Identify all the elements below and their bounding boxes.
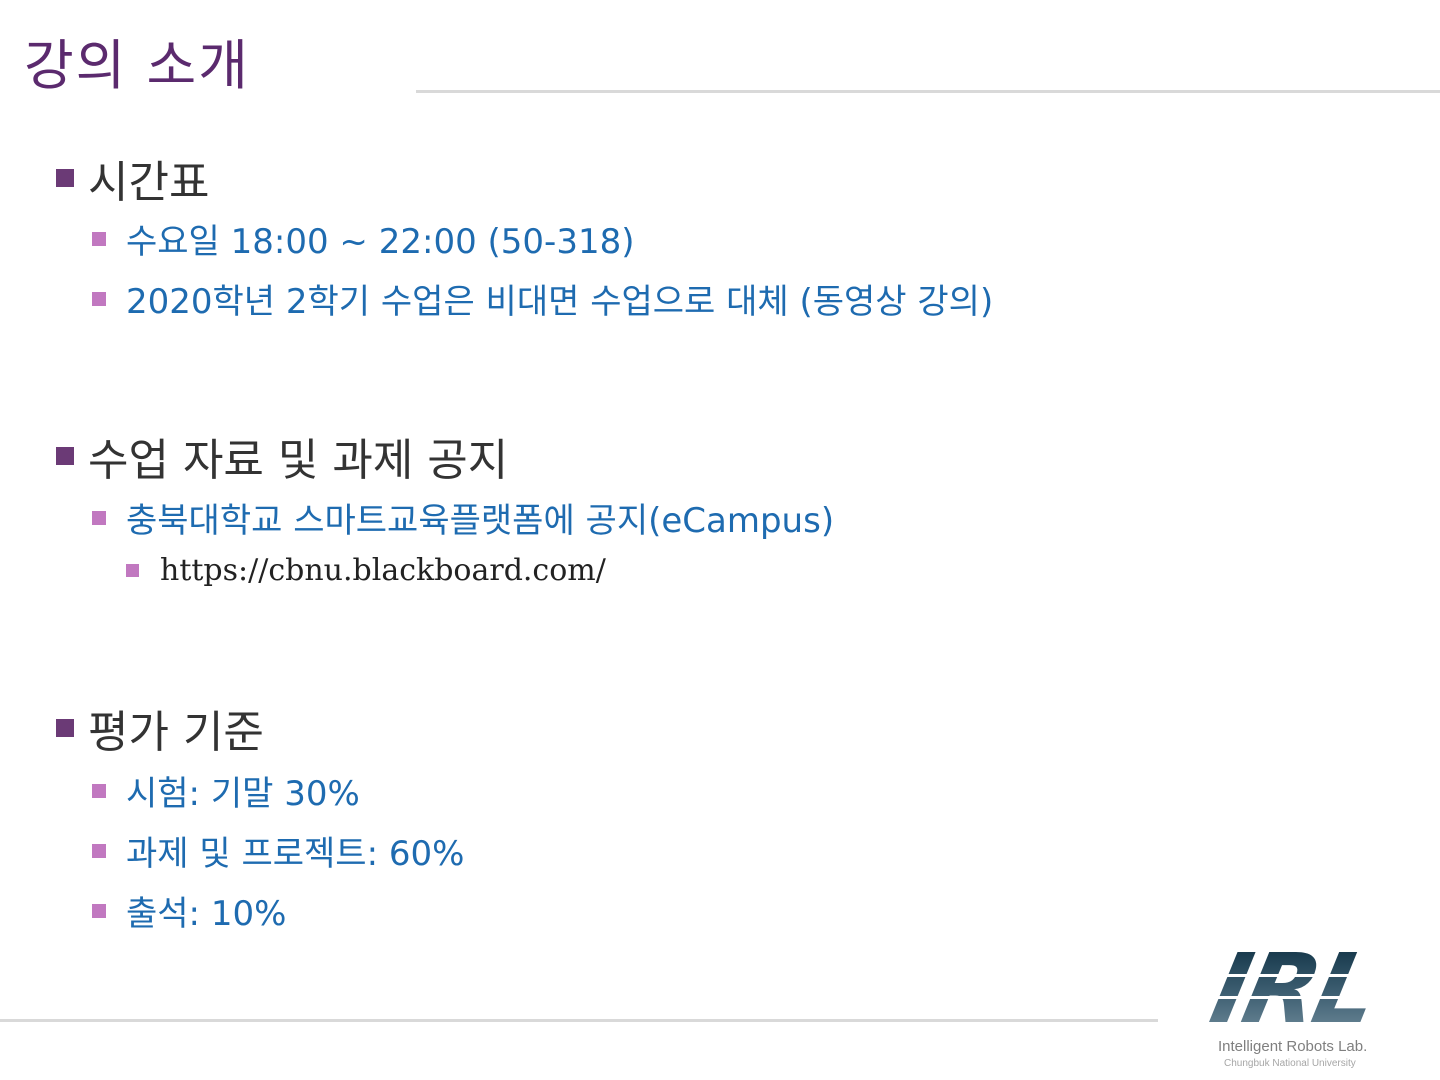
section-heading: 수업 자료 및 과제 공지	[56, 424, 508, 488]
square-bullet-icon	[92, 231, 106, 246]
square-bullet-icon	[92, 783, 106, 798]
list-item-text: 2020학년 2학기 수업은 비대면 수업으로 대체 (동영상 강의)	[126, 282, 994, 322]
list-item: https://cbnu.blackboard.com/	[126, 553, 606, 588]
title-divider	[416, 90, 1440, 93]
list-item: 출석: 10%	[92, 886, 286, 935]
list-item-text: 과제 및 프로젝트: 60%	[126, 834, 465, 874]
link-text[interactable]: https://cbnu.blackboard.com/	[160, 553, 606, 588]
list-item-text: 출석: 10%	[126, 894, 287, 934]
logo-stripe	[1208, 996, 1408, 999]
logo-stripe	[1208, 974, 1408, 977]
logo-university: Chungbuk National University	[1224, 1058, 1356, 1069]
list-item-text: 시험: 기말 30%	[126, 774, 360, 814]
section-heading: 평가 기준	[56, 696, 264, 760]
section-heading-text: 평가 기준	[88, 707, 264, 758]
section-heading-text: 시간표	[88, 157, 210, 208]
section-heading: 시간표	[56, 146, 209, 210]
lab-logo: IRL Intelligent Robots Lab. Chungbuk Nat…	[1202, 933, 1408, 1074]
square-bullet-icon	[56, 719, 74, 737]
list-item: 충북대학교 스마트교육플랫폼에 공지(eCampus)	[92, 493, 834, 542]
footer-divider	[0, 1019, 1158, 1022]
square-bullet-icon	[92, 510, 106, 525]
square-bullet-icon	[56, 447, 74, 465]
square-bullet-icon	[92, 291, 106, 306]
logo-lab-name: Intelligent Robots Lab.	[1218, 1038, 1368, 1055]
list-item: 2020학년 2학기 수업은 비대면 수업으로 대체 (동영상 강의)	[92, 274, 993, 323]
section-heading-text: 수업 자료 및 과제 공지	[88, 435, 509, 486]
list-item-text: 수요일 18:00 ~ 22:00 (50-318)	[126, 222, 635, 262]
square-bullet-icon	[92, 903, 106, 918]
list-item: 수요일 18:00 ~ 22:00 (50-318)	[92, 214, 634, 263]
list-item-text: 충북대학교 스마트교육플랫폼에 공지(eCampus)	[126, 501, 835, 541]
list-item: 과제 및 프로젝트: 60%	[92, 826, 464, 875]
square-bullet-icon	[56, 169, 74, 187]
square-bullet-icon	[92, 843, 106, 858]
logo-mark: IRL	[1202, 933, 1385, 1045]
square-bullet-icon	[126, 564, 139, 577]
list-item: 시험: 기말 30%	[92, 766, 360, 815]
page-title: 강의 소개	[24, 34, 250, 97]
